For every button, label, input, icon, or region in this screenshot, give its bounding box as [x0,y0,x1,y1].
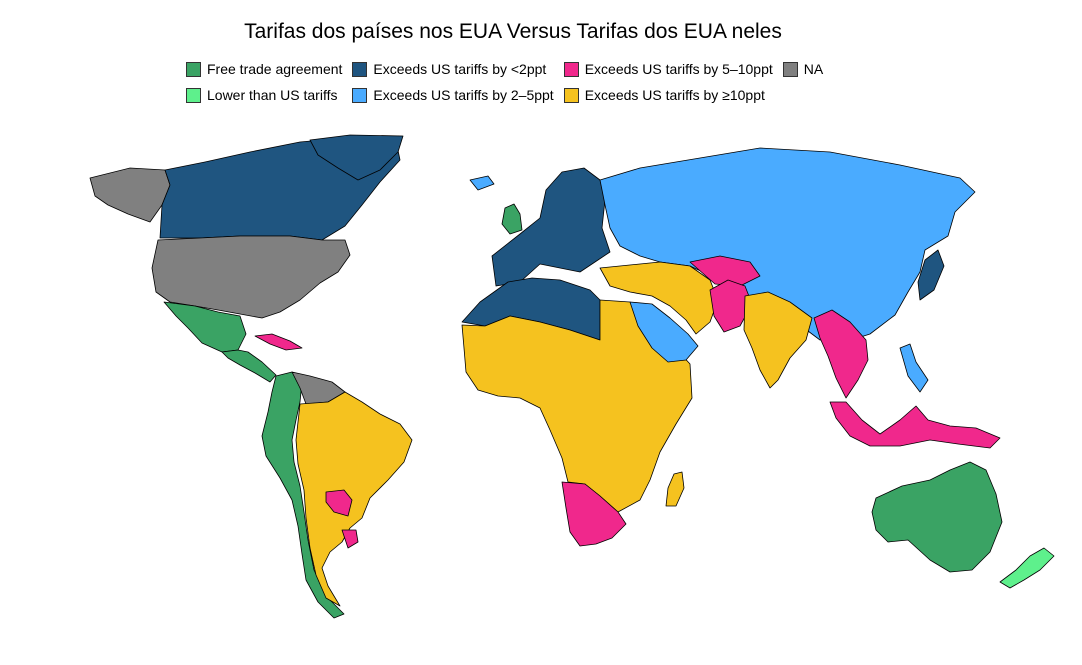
legend-swatch [352,61,368,77]
region-cuba [254,333,303,351]
region-middle-east [599,261,719,335]
region-southern-africa [561,481,627,547]
region-uk [501,203,523,235]
legend: Free trade agreement Exceeds US tariffs … [186,60,823,104]
region-russia-china [599,147,976,343]
legend-item-gte10: Exceeds US tariffs by ≥10ppt [563,86,773,104]
region-colombia-peru-chile [261,371,345,619]
legend-item-2to5: Exceeds US tariffs by 2–5ppt [352,86,554,104]
legend-label: Exceeds US tariffs by ≥10ppt [584,87,765,103]
region-greenland [309,134,404,181]
legend-label: Exceeds US tariffs by 5–10ppt [584,61,773,77]
legend-swatch [186,87,201,103]
region-japan [917,249,945,301]
legend-label: Exceeds US tariffs by 2–5ppt [373,87,554,103]
region-saudi-arabia [629,301,699,363]
region-madagascar [665,471,685,507]
region-brazil-argentina [295,391,413,607]
region-paraguay [325,489,353,517]
legend-item-lt2: Exceeds US tariffs by <2ppt [352,60,553,78]
legend-swatch [563,61,579,77]
region-indonesia [829,401,1001,449]
region-africa [461,299,693,513]
legend-label: Free trade agreement [207,61,343,77]
legend-swatch [352,87,368,103]
region-central-asia [689,255,761,287]
legend-swatch [782,61,798,77]
legend-item-lower: Lower than US tariffs [186,86,342,104]
legend-item-fta: Free trade agreement [186,60,342,78]
legend-item-na: NA [782,60,824,78]
region-india [743,291,813,389]
legend-label: Exceeds US tariffs by <2ppt [373,61,547,77]
legend-swatch [186,61,201,77]
region-central-america [221,349,277,383]
region-australia [871,461,1003,573]
region-alaska [89,167,171,223]
legend-item-5to10: Exceeds US tariffs by 5–10ppt [563,60,773,78]
region-iceland [469,175,495,191]
region-southeast-asia [813,309,869,399]
legend-label: NA [803,61,824,77]
region-new-zealand [999,547,1055,589]
region-usa [151,235,351,319]
legend-label: Lower than US tariffs [207,87,338,103]
region-uruguay [341,529,359,549]
region-philippines [899,343,929,393]
chart-title: Tarifas dos países nos EUA Versus Tarifa… [244,20,782,43]
region-europe [491,167,611,287]
legend-swatch [563,87,579,103]
